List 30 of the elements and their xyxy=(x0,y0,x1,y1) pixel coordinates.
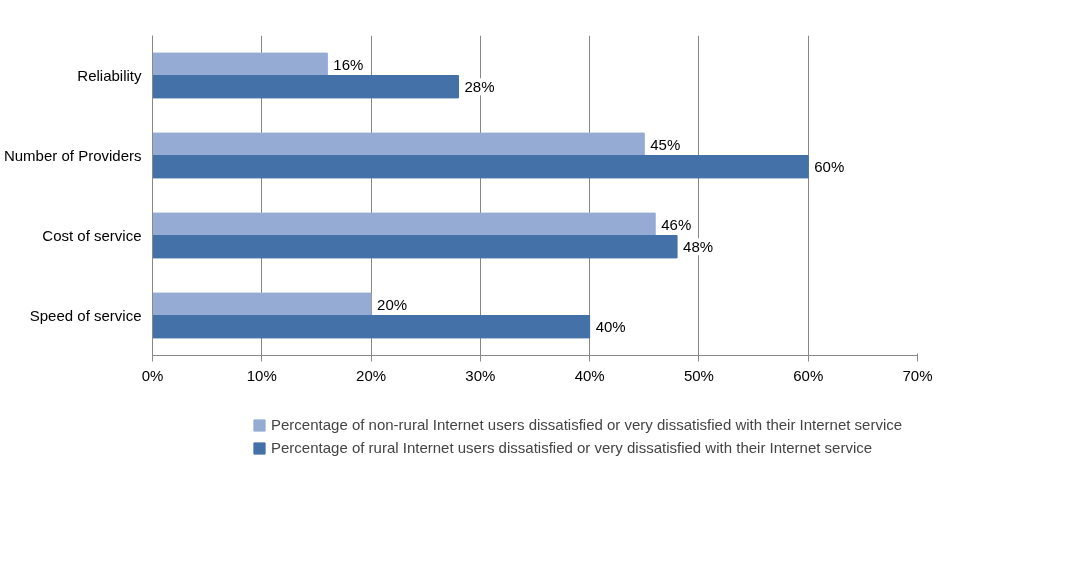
data-label: 28% xyxy=(464,78,495,96)
legend-label: Percentage of non-rural Internet users dissatisfied or very dissatisfied with their Internet service xyxy=(271,416,903,433)
data-label: 40% xyxy=(595,318,626,336)
x-tick-label: 40% xyxy=(574,366,605,384)
bar xyxy=(152,52,328,76)
data-label: 60% xyxy=(814,158,845,176)
data-label: 45% xyxy=(650,135,681,153)
legend-label: Percentage of rural Internet users dissatisfied or very dissatisfied with their Internet service xyxy=(271,439,873,456)
x-tick-label: 0% xyxy=(141,366,164,384)
bar xyxy=(152,235,678,259)
y-tick-label: Number of Providers xyxy=(3,147,142,164)
x-tick-label: 20% xyxy=(356,366,387,384)
data-label: 48% xyxy=(683,238,714,256)
y-tick-label: Speed of service xyxy=(29,307,142,324)
x-tick-label: 10% xyxy=(246,366,277,384)
data-label: 20% xyxy=(377,295,408,313)
x-tick-label: 30% xyxy=(465,366,496,384)
y-tick-label: Cost of service xyxy=(42,227,142,244)
bar xyxy=(152,132,645,156)
bar xyxy=(152,75,459,99)
data-label: 16% xyxy=(333,55,364,73)
y-tick-label: Reliability xyxy=(77,67,142,84)
data-label: 46% xyxy=(661,215,692,233)
x-tick-label: 50% xyxy=(683,366,714,384)
bar xyxy=(152,212,656,236)
x-tick-label: 60% xyxy=(793,366,824,384)
bar xyxy=(152,315,591,339)
bar xyxy=(152,292,372,316)
x-tick-label: 70% xyxy=(902,366,933,384)
bar xyxy=(152,155,809,179)
